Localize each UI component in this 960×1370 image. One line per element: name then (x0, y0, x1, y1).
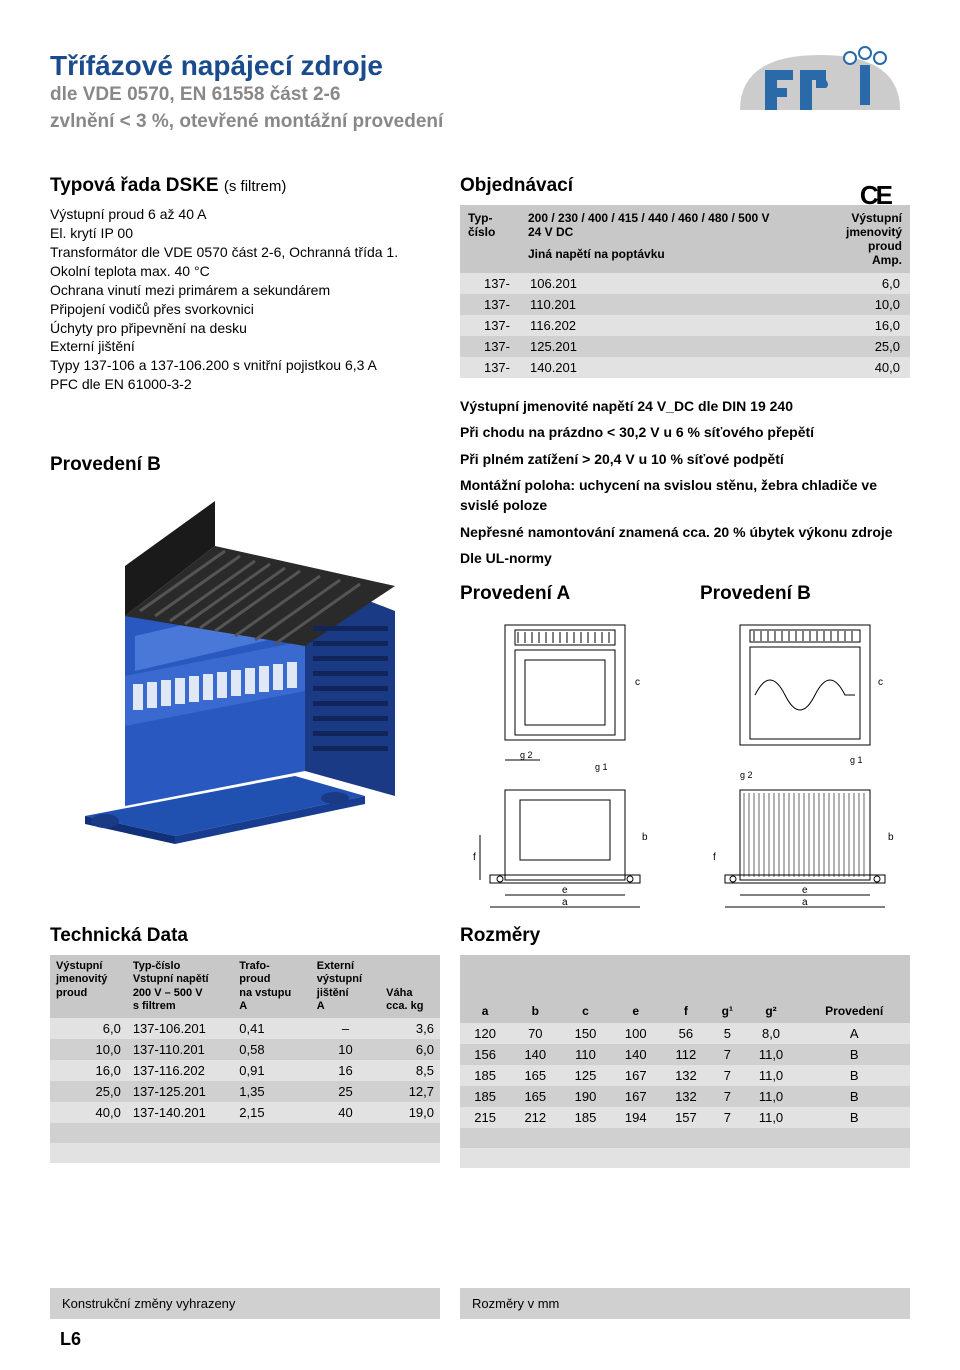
svg-text:e: e (802, 885, 808, 896)
order-section-title: Objednávací (460, 175, 910, 197)
footer-note-left: Konstrukční změny vyhrazeny (50, 1288, 440, 1319)
tech-row: 25,0137-125.2011,352512,7 (50, 1081, 440, 1102)
svg-text:g 2: g 2 (740, 770, 753, 780)
diagram-b: c g 1 g 2 (700, 615, 910, 915)
dims-th: c (560, 999, 610, 1023)
type-series-title: Typová řada DSKE (s filtrem) (50, 175, 440, 197)
note-line: Montážní poloha: uchycení na svislou stě… (460, 475, 910, 516)
note-line: Při chodu na prázdno < 30,2 V u 6 % síťo… (460, 422, 910, 442)
svg-text:c: c (878, 677, 883, 688)
order-row: 137-106.2016,0 (460, 273, 910, 294)
tech-th-typ: Typ-čísloVstupní napětí200 V – 500 Vs fi… (127, 955, 233, 1018)
dims-row: 185165125167132711,0B (460, 1065, 910, 1086)
dims-th: a (460, 999, 510, 1023)
page-number: L6 (60, 1329, 910, 1350)
dims-title: Rozměry (460, 925, 910, 947)
spec-line: Transformátor dle VDE 0570 část 2-6, Och… (50, 243, 440, 262)
svg-text:a: a (562, 897, 568, 908)
order-row: 137-110.20110,0 (460, 294, 910, 315)
tech-row: 16,0137-116.2020,91168,5 (50, 1060, 440, 1081)
tech-th-vaha: Váhacca. kg (380, 955, 440, 1018)
dims-row: 185165190167132711,0B (460, 1086, 910, 1107)
svg-text:e: e (562, 885, 568, 896)
note-line: Výstupní jmenovité napětí 24 V_DC dle DI… (460, 396, 910, 416)
svg-text:g 2: g 2 (520, 750, 533, 760)
order-table: Typ-číslo 200 / 230 / 400 / 415 / 440 / … (460, 205, 910, 378)
dims-th: Provedení (798, 999, 910, 1023)
provedeni-b-label: Provedení B (50, 454, 440, 476)
notes-block: Výstupní jmenovité napětí 24 V_DC dle DI… (460, 396, 910, 568)
order-row: 137-140.20140,0 (460, 357, 910, 378)
diagram-b-title: Provedení B (700, 583, 910, 605)
spec-line: Úchyty pro připevnění na desku (50, 319, 440, 338)
spec-line: El. krytí IP 00 (50, 224, 440, 243)
tech-table: Výstupníjmenovitýproud Typ-čísloVstupní … (50, 955, 440, 1163)
svg-text:f: f (473, 852, 476, 863)
dims-row: 120701501005658,0A (460, 1023, 910, 1044)
note-line: Dle UL-normy (460, 548, 910, 568)
tech-th-jist: ExternívýstupníjištěníA (311, 955, 380, 1018)
spec-list: Výstupní proud 6 až 40 AEl. krytí IP 00T… (50, 205, 440, 394)
spec-line: Typy 137-106 a 137-106.200 s vnitřní poj… (50, 356, 440, 375)
spec-line: Okolní teplota max. 40 °C (50, 262, 440, 281)
note-line: Při plném zatížení > 20,4 V u 10 % síťov… (460, 449, 910, 469)
dims-th: g¹ (711, 999, 744, 1023)
dims-table: abcefg¹g²Provedení 120701501005658,0A156… (460, 955, 910, 1168)
svg-text:g 1: g 1 (595, 762, 608, 772)
order-row: 137-116.20216,0 (460, 315, 910, 336)
dims-row: 156140110140112711,0B (460, 1044, 910, 1065)
spec-line: PFC dle EN 61000-3-2 (50, 375, 440, 394)
dims-row: 215212185194157711,0B (460, 1107, 910, 1128)
tech-title: Technická Data (50, 925, 440, 947)
dims-th: e (611, 999, 661, 1023)
dims-th: g² (744, 999, 799, 1023)
spec-line: Ochrana vinutí mezi primárem a sekundáre… (50, 281, 440, 300)
svg-text:g 1: g 1 (850, 755, 863, 765)
type-series-note: (s filtrem) (224, 178, 287, 195)
note-line: Nepřesné namontování znamená cca. 20 % ú… (460, 522, 910, 542)
diagram-a: c g 2 g 1 f (460, 615, 670, 915)
tech-row: 6,0137-106.2010,41–3,6 (50, 1018, 440, 1039)
tech-th-proud: Výstupníjmenovitýproud (50, 955, 127, 1018)
tech-th-trafo: Trafo-proudna vstupuA (233, 955, 311, 1018)
diagram-a-title: Provedení A (460, 583, 670, 605)
type-series-label: Typová řada DSKE (50, 175, 219, 196)
order-th-amp: Výstupní jmenovitý proud Amp. (838, 205, 910, 273)
footer-note-right: Rozměry v mm (460, 1288, 910, 1319)
order-th-typ: Typ-číslo (460, 205, 520, 273)
tech-row: 40,0137-140.2012,154019,0 (50, 1102, 440, 1123)
company-logo (730, 40, 910, 125)
svg-text:c: c (635, 677, 640, 688)
svg-text:a: a (802, 897, 808, 908)
spec-line: Externí jištění (50, 337, 440, 356)
spec-line: Výstupní proud 6 až 40 A (50, 205, 440, 224)
svg-text:b: b (642, 832, 648, 843)
order-th-voltage: 200 / 230 / 400 / 415 / 440 / 460 / 480 … (520, 205, 838, 273)
ce-mark-icon: CE (860, 180, 890, 211)
svg-text:b: b (888, 832, 894, 843)
svg-text:f: f (713, 852, 716, 863)
spec-line: Připojení vodičů přes svorkovnici (50, 300, 440, 319)
tech-row: 10,0137-110.2010,58106,0 (50, 1039, 440, 1060)
dims-th: b (510, 999, 560, 1023)
product-photo (50, 486, 440, 856)
order-row: 137-125.20125,0 (460, 336, 910, 357)
dims-th: f (661, 999, 711, 1023)
